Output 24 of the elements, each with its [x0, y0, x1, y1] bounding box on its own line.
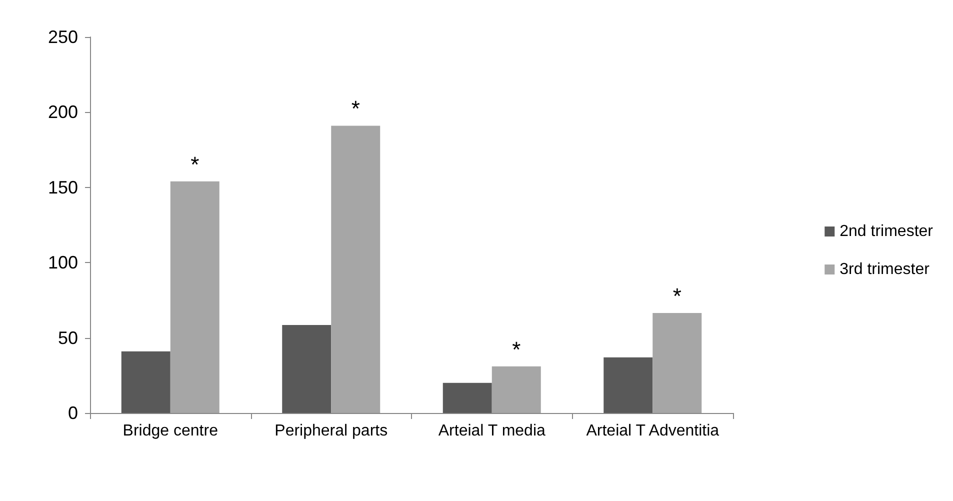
- bar: [492, 366, 541, 413]
- annotation: *: [672, 283, 682, 308]
- legend-label: 3rd trimester: [840, 261, 930, 278]
- bar: [170, 181, 220, 413]
- y-tick-label: 200: [48, 102, 78, 122]
- bar: [652, 312, 702, 413]
- x-tick-label: Arteial T Adventitia: [586, 422, 720, 440]
- x-tick-label: Bridge centre: [122, 422, 218, 440]
- y-tick-label: 250: [48, 27, 78, 47]
- y-tick-label: 100: [48, 252, 78, 273]
- y-tick-label: 50: [58, 328, 78, 348]
- y-tick-label: 150: [48, 177, 78, 198]
- bar: [282, 325, 332, 413]
- annotation: *: [351, 96, 360, 122]
- annotation: *: [512, 336, 522, 362]
- x-tick-label: Arteial T media: [438, 422, 546, 440]
- y-tick-label: 0: [68, 403, 78, 423]
- bar: [121, 351, 170, 413]
- x-tick-label: Peripheral parts: [274, 422, 388, 440]
- legend-label: 2nd trimester: [840, 223, 934, 240]
- bar: [604, 357, 653, 413]
- annotation: *: [190, 152, 200, 177]
- bar: [442, 382, 492, 413]
- bar: [331, 126, 380, 413]
